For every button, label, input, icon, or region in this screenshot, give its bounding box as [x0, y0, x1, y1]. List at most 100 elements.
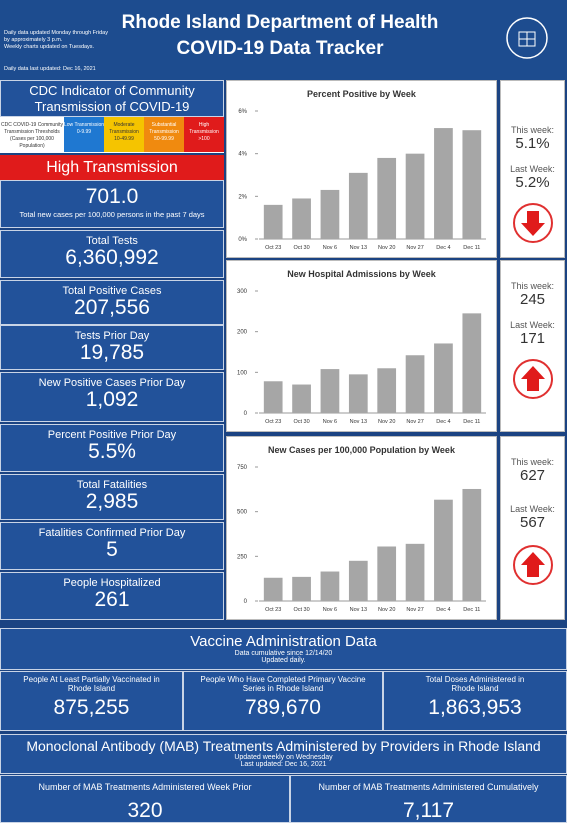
this-week: 245: [519, 291, 546, 308]
header: Daily data updated Monday through Friday…: [0, 0, 567, 80]
bar: [348, 374, 368, 413]
subtitle: COVID-19 Data Tracker: [176, 38, 384, 59]
stat-box: People Hospitalized 261: [0, 572, 224, 620]
logo: [506, 17, 548, 59]
stat-label: People Hospitalized: [63, 577, 161, 589]
stat-label: Tests Prior Day: [74, 330, 150, 342]
label: Number of MAB Treatments Administered We…: [38, 782, 252, 792]
x-tick-label: Nov 27: [406, 607, 423, 613]
x-tick-label: Oct 30: [293, 419, 309, 425]
x-tick-label: Nov 20: [378, 419, 395, 425]
mab-note: Updated weekly on Wednesday: [234, 754, 333, 761]
last-week-label: Last Week:: [510, 320, 555, 330]
bar: [377, 368, 397, 413]
last-week: 171: [519, 330, 546, 347]
level-range: 50-99.99: [154, 136, 174, 142]
y-tick-label: 6%: [238, 109, 247, 115]
chart-panel: New Hospital Admissions by Week 0 100 200 30…: [226, 260, 497, 432]
bar: [263, 381, 283, 413]
this-week-label: This week:: [510, 457, 554, 467]
stat-label: New Positive Cases Prior Day: [38, 377, 186, 389]
note: Daily data last updated: Dec 16, 2021: [4, 66, 96, 72]
vaccine-note: Data cumulative since 12/14/20: [234, 650, 333, 657]
bar: [405, 355, 425, 413]
this-week: 627: [519, 467, 546, 484]
chart-title: New Hospital Admissions by Week: [287, 269, 437, 279]
bar: [263, 577, 283, 601]
this-week-label: This week:: [510, 281, 554, 291]
x-tick-label: Dec 4: [436, 245, 450, 251]
stat-value: 5.5%: [88, 440, 136, 463]
bar: [462, 488, 482, 601]
vaccine-title: Vaccine Administration Data: [190, 633, 377, 650]
bar: [292, 576, 311, 601]
value: 701.0: [85, 185, 139, 208]
value: 320: [127, 799, 163, 822]
x-tick-label: Nov 13: [350, 245, 367, 251]
y-tick-label: 100: [237, 370, 248, 376]
x-tick-label: Oct 23: [265, 607, 281, 613]
x-tick-label: Oct 30: [293, 607, 309, 613]
mab-box: Number of MAB Treatments Administered Cu…: [290, 775, 567, 823]
level-range: >100: [198, 136, 210, 142]
y-tick-label: 200: [237, 330, 248, 336]
y-tick-label: 0: [244, 411, 248, 417]
x-tick-label: Oct 23: [265, 419, 281, 425]
stat-value: 2,985: [85, 490, 139, 513]
vaccine-box: People Who Have Completed Primary Vaccin…: [183, 671, 383, 731]
stat-value: 261: [94, 588, 130, 611]
note: Daily data updated Monday through Friday…: [4, 30, 108, 43]
value: 7,117: [403, 799, 454, 822]
y-tick-label: 0%: [238, 237, 247, 243]
value: 789,670: [245, 696, 321, 719]
chart-title: New Cases per 100,000 Population by Week: [268, 445, 456, 455]
y-tick-label: 300: [237, 289, 248, 295]
x-tick-label: Nov 13: [350, 607, 367, 613]
level: Low Transmission 0-9.99: [64, 117, 104, 152]
stat-box: Total Fatalities 2,985: [0, 474, 224, 520]
x-tick-label: Dec 11: [463, 245, 480, 251]
vaccine-box: Total Doses Administered in Rhode Island…: [383, 671, 567, 731]
x-tick-label: Dec 4: [436, 607, 450, 613]
vaccine-box: People At Least Partially Vaccinated in …: [0, 671, 183, 731]
bar: [377, 157, 397, 239]
x-tick-label: Nov 27: [406, 245, 423, 251]
x-tick-label: Nov 13: [350, 419, 367, 425]
x-tick-label: Oct 23: [265, 245, 281, 251]
chart: New Cases per 100,000 Population by Week…: [237, 445, 486, 613]
bar: [462, 130, 482, 239]
title: Rhode Island Department of Health: [121, 12, 439, 33]
level-name: Moderate Transmission: [109, 122, 139, 135]
cdc-title: CDC Indicator of Community Transmission …: [0, 80, 224, 117]
threshold-label: CDC COVID-19 Community Transmission Thre…: [1, 122, 63, 149]
down-arrow: [512, 203, 553, 243]
y-tick-label: 0: [244, 599, 248, 605]
weekly-box: This week: 245 Last Week: 171: [500, 260, 565, 432]
weekly-box: This week: 627 Last Week: 567: [500, 436, 565, 620]
x-tick-label: Nov 20: [378, 607, 395, 613]
chart: Percent Positive by Week 0% 2% 4% 6% Oct 23 Oc…: [238, 89, 486, 251]
bar: [348, 172, 368, 239]
last-week: 5.2%: [515, 174, 550, 191]
level-name: Substantial Transmission: [149, 122, 179, 135]
chart-panel: Percent Positive by Week 0% 2% 4% 6% Oct 23 Oc…: [226, 80, 497, 258]
x-tick-label: Dec 11: [463, 419, 480, 425]
label: Total new cases per 100,000 persons in t…: [19, 210, 205, 219]
stat-label: Total Tests: [86, 235, 138, 247]
chart: New Hospital Admissions by Week 0 100 200 30…: [237, 269, 486, 425]
label: Number of MAB Treatments Administered Cu…: [318, 782, 539, 792]
x-tick-label: Nov 6: [323, 607, 337, 613]
stat-value: 19,785: [79, 341, 145, 364]
bar: [320, 189, 340, 239]
mab-header: Monoclonal Antibody (MAB) Treatments Adm…: [0, 734, 567, 774]
stat-value: 5: [106, 538, 118, 561]
mab-box: Number of MAB Treatments Administered We…: [0, 775, 290, 823]
level-range: 0-9.99: [76, 129, 92, 135]
threshold-row: CDC COVID-19 Community Transmission Thre…: [0, 117, 224, 153]
level: High Transmission >100: [184, 117, 224, 152]
y-tick-label: 500: [237, 510, 248, 516]
stat-box: Total Positive Cases 207,556: [0, 280, 224, 325]
chart-title: Percent Positive by Week: [307, 89, 417, 99]
mab-update: Last updated: Dec 16, 2021: [240, 761, 327, 768]
x-tick-label: Dec 11: [463, 607, 480, 613]
